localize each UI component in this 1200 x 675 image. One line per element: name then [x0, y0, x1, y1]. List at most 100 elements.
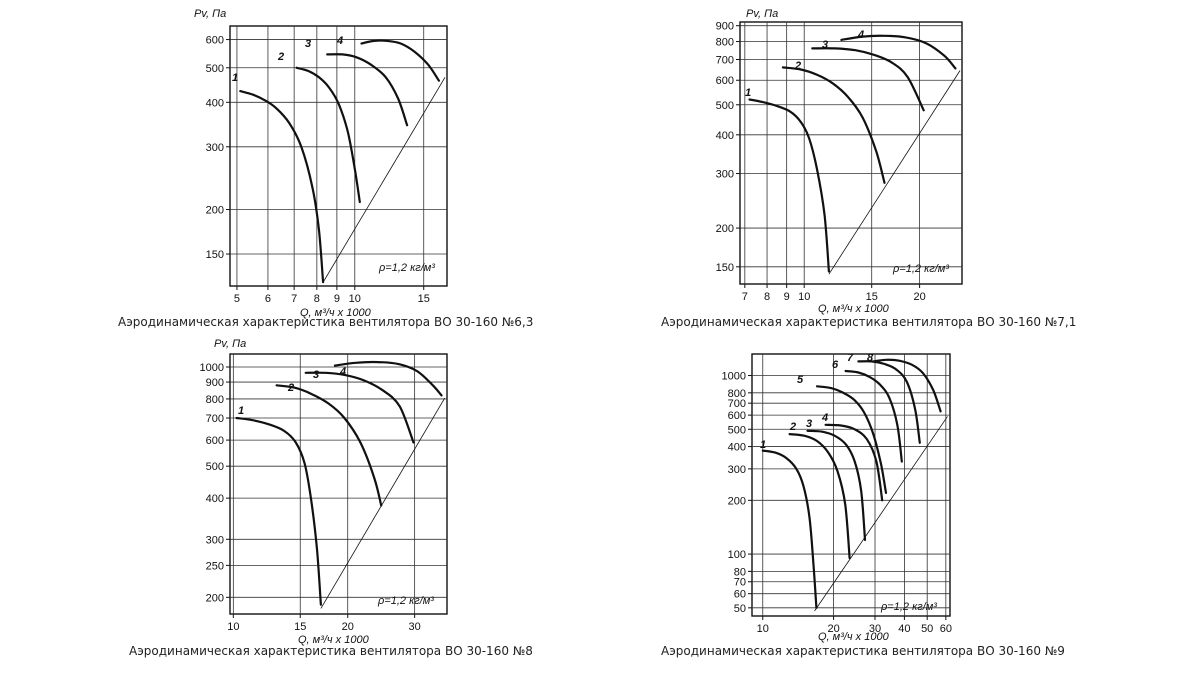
x-tick-label: 15 [294, 621, 306, 633]
x-tick-label: 20 [827, 623, 839, 635]
y-tick-label: 800 [728, 388, 746, 400]
y-tick-label: 900 [716, 21, 734, 33]
x-tick-label: 20 [342, 621, 354, 633]
series-line-2 [781, 66, 886, 184]
y-tick-label: 400 [206, 97, 224, 109]
x-tick-label: 50 [921, 623, 933, 635]
boundary-line [320, 397, 446, 609]
series-line-2 [275, 384, 383, 507]
chart-svg: Pv, Па 1 2 3 4 5 6 7 8 9 10 15 600 500 400 300 200 150 Q… [194, 8, 448, 319]
chart-caption: Аэродинамическая характеристика вентилят… [129, 644, 533, 658]
y-tick-label: 500 [206, 63, 224, 75]
y-axis-title: Pv, Па [746, 8, 778, 20]
chart-svg: Pv, Па 1 2 3 4 10 15 20 30 1000 900 800 700 600 500 40… [200, 338, 448, 646]
series-line-1 [748, 98, 830, 273]
y-tick-label: 400 [728, 442, 746, 454]
series-label-2: 2 [277, 51, 284, 63]
y-tick-label: 800 [206, 394, 224, 406]
series-label-1: 1 [745, 87, 751, 99]
series-label-6: 6 [832, 359, 839, 371]
series-label-3: 3 [806, 418, 812, 430]
series-line-8 [872, 358, 942, 413]
series-label-1: 1 [232, 72, 238, 84]
y-tick-label: 600 [206, 435, 224, 447]
y-tick-label: 600 [728, 410, 746, 422]
x-tick-label: 7 [742, 291, 748, 303]
series-line-3 [326, 53, 409, 127]
x-tick-label: 30 [869, 623, 881, 635]
x-tick-label: 10 [227, 621, 239, 633]
density-label: ρ=1,2 кг/м³ [880, 601, 937, 613]
series-line-7 [857, 360, 921, 444]
density-label: ρ=1,2 кг/м³ [377, 595, 434, 607]
y-tick-label: 600 [716, 75, 734, 87]
x-tick-label: 8 [764, 291, 770, 303]
x-axis-title: Q, м³/ч x 1000 [818, 631, 890, 643]
series-label-2: 2 [789, 421, 796, 433]
boundary-line [828, 70, 961, 275]
y-axis-title: Pv, Па [194, 8, 226, 20]
x-axis-title: Q, м³/ч x 1000 [298, 634, 370, 646]
series-label-4: 4 [857, 29, 864, 41]
chart-caption: Аэродинамическая характеристика вентилят… [661, 315, 1077, 329]
series-line-1 [761, 449, 818, 609]
series-label-3: 3 [313, 369, 319, 381]
x-tick-label: 15 [418, 293, 430, 305]
plot-frame [739, 21, 963, 285]
series-label-2: 2 [794, 60, 801, 72]
series-line-3 [806, 429, 867, 541]
x-tick-label: 20 [913, 291, 925, 303]
y-tick-label: 300 [206, 142, 224, 154]
series-line-2 [295, 66, 361, 204]
y-tick-label: 50 [734, 603, 746, 615]
y-tick-label: 200 [206, 592, 224, 604]
y-tick-label: 800 [716, 37, 734, 49]
series-label-5: 5 [797, 374, 804, 386]
y-tick-label: 700 [728, 398, 746, 410]
y-tick-label: 150 [716, 262, 734, 274]
y-tick-label: 200 [206, 205, 224, 217]
boundary-line [322, 77, 446, 283]
plot-frame [751, 353, 951, 617]
y-tick-label: 700 [206, 413, 224, 425]
y-tick-label: 300 [728, 464, 746, 476]
series-line-6 [844, 369, 903, 463]
series-label-2: 2 [287, 382, 294, 394]
y-tick-label: 250 [206, 560, 224, 572]
y-tick-label: 500 [728, 424, 746, 436]
series-line-4 [333, 360, 443, 397]
y-tick-label: 300 [206, 534, 224, 546]
x-tick-label: 7 [291, 293, 297, 305]
series-line-5 [815, 385, 888, 494]
series-label-4: 4 [339, 366, 346, 378]
chart-caption: Аэродинамическая характеристика вентилят… [661, 644, 1065, 658]
y-tick-label: 200 [716, 223, 734, 235]
y-tick-label: 500 [716, 100, 734, 112]
y-tick-label: 1000 [722, 371, 746, 383]
series-label-4: 4 [336, 35, 343, 47]
y-tick-label: 80 [734, 566, 746, 578]
y-tick-label: 900 [206, 377, 224, 389]
x-tick-label: 8 [314, 293, 320, 305]
series-line-4 [824, 423, 884, 502]
x-tick-label: 10 [798, 291, 810, 303]
chart-caption: Аэродинамическая характеристика вентилят… [118, 315, 534, 329]
series-label-1: 1 [238, 405, 244, 417]
y-tick-label: 700 [716, 55, 734, 67]
y-axis-title: Pv, Па [214, 338, 246, 350]
x-axis-title: Q, м³/ч x 1000 [818, 303, 890, 315]
boundary-line [814, 416, 948, 612]
series-line-3 [304, 371, 415, 444]
series-label-3: 3 [822, 39, 828, 51]
y-tick-label: 400 [206, 493, 224, 505]
y-tick-label: 300 [716, 169, 734, 181]
x-tick-label: 10 [349, 293, 361, 305]
series-line-1 [239, 90, 325, 284]
x-tick-label: 15 [866, 291, 878, 303]
series-line-2 [788, 433, 851, 560]
series-label-8: 8 [867, 352, 874, 364]
y-tick-label: 100 [728, 549, 746, 561]
x-tick-label: 6 [265, 293, 271, 305]
y-tick-label: 70 [734, 577, 746, 589]
